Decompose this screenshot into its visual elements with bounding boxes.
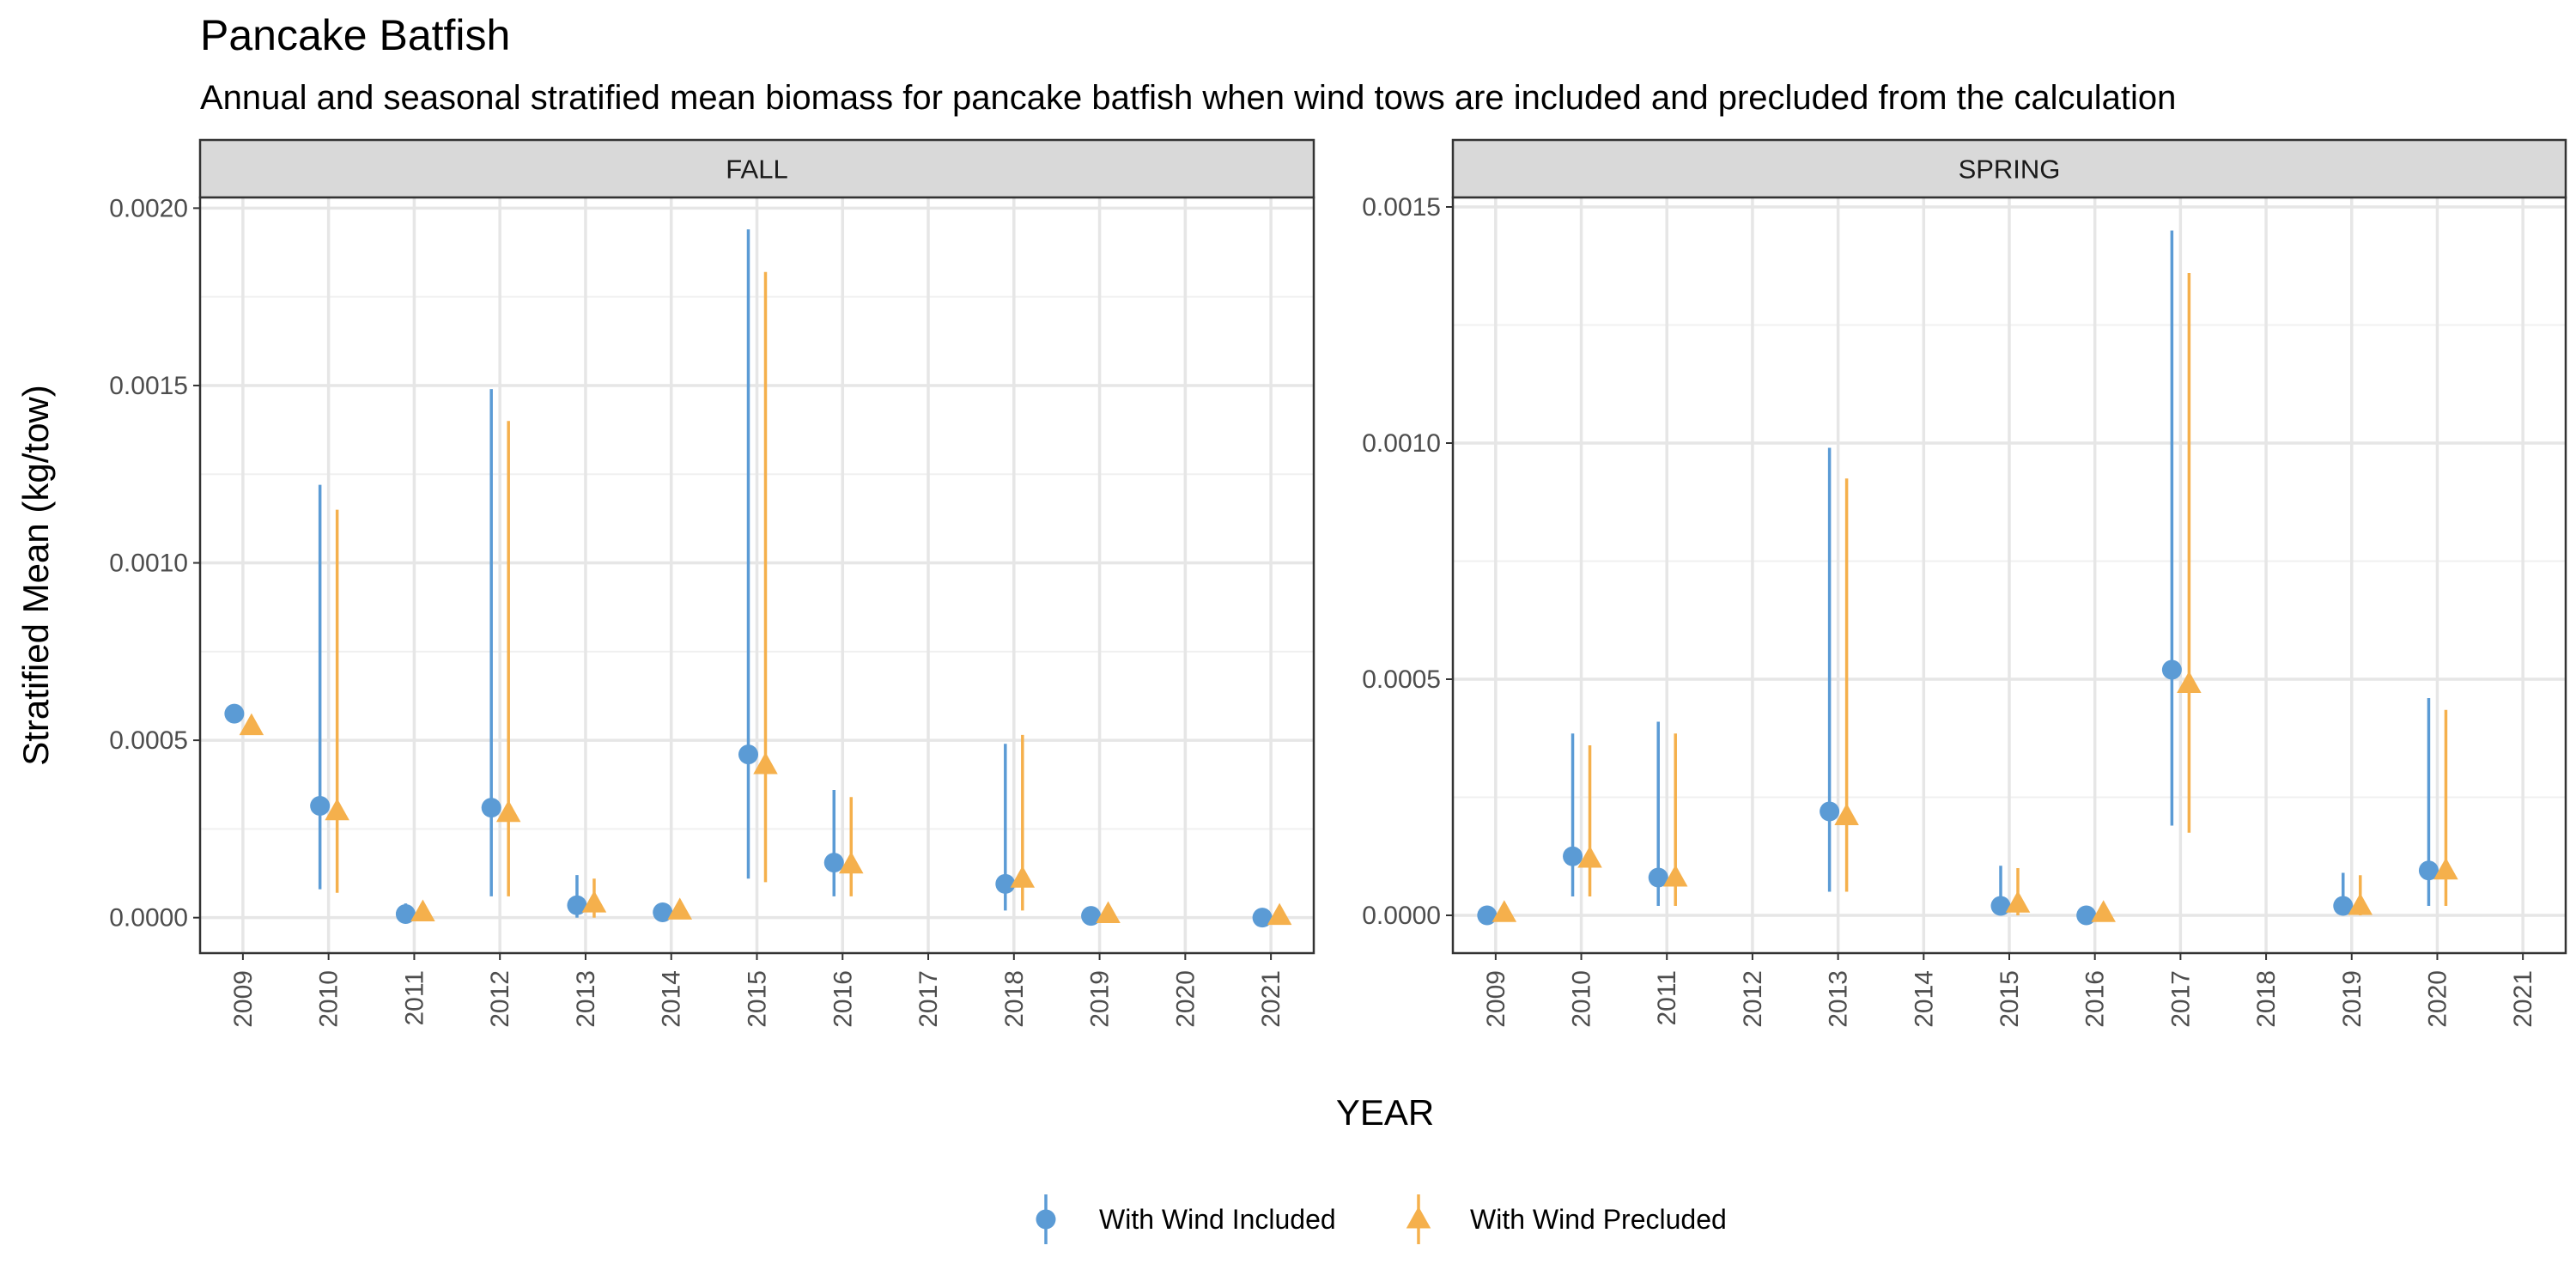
data-point-included [310,796,331,817]
x-tick-label: 2016 [2081,970,2110,1028]
x-tick-label: 2014 [658,970,686,1028]
x-tick-label: 2017 [914,970,943,1028]
data-point-included [1081,906,1102,927]
y-tick-label: 0.0010 [1362,429,1441,458]
x-tick-label: 2017 [2166,970,2195,1028]
y-tick-label: 0.0015 [1362,193,1441,222]
x-tick-label: 2016 [829,970,857,1028]
x-tick-label: 2018 [2252,970,2281,1028]
data-point-included [1820,801,1840,822]
data-point-precluded [2348,893,2373,915]
data-point-included [1990,896,2011,916]
data-point-included [738,744,758,765]
data-point-included [2076,905,2097,926]
chart-subtitle: Annual and seasonal stratified mean biom… [200,79,2176,117]
y-tick-label: 0.0000 [1362,902,1441,930]
data-point-precluded [410,899,435,921]
facet-strip [1451,138,2567,199]
plot-border [1451,196,2567,955]
legend-key-circle [1036,1209,1056,1230]
x-tick-label: 2018 [1000,970,1029,1028]
x-tick-label: 2015 [1996,970,2024,1028]
data-point-precluded [495,799,521,823]
data-point-precluded [1834,803,1859,825]
data-point-precluded [839,851,864,874]
x-tick-label: 2019 [2338,970,2366,1028]
data-point-included [995,873,1016,894]
facet-panels: FALL 0.0000 0.0005 0.0010 0.0015 0.0020 2009 20… [109,138,2567,1028]
plot-border [198,196,1315,955]
data-point-precluded [1577,846,1602,868]
facet-strip-label: FALL [726,155,787,185]
data-point-precluded [1662,865,1688,887]
data-point-precluded [1492,900,1517,922]
data-point-precluded [239,713,264,736]
facet-panel-spring: SPRING 0.0000 0.0005 0.0010 0.0015 2009 2010 20… [1362,138,2567,1028]
x-tick-label: 2011 [1653,970,1681,1026]
legend: With Wind Included With Wind Precluded [1036,1194,1727,1244]
data-point-precluded [1096,901,1121,924]
y-tick-label: 0.0020 [109,194,188,222]
x-tick-label: 2020 [1171,970,1200,1028]
data-point-included [823,853,844,873]
x-tick-label: 2012 [1739,970,1767,1028]
y-tick-label: 0.0005 [1362,665,1441,694]
data-point-included [1252,908,1273,928]
data-point-included [224,703,245,724]
x-tick-label: 2014 [1910,970,1938,1028]
data-point-precluded [1010,866,1036,888]
x-tick-label: 2021 [2509,970,2537,1028]
y-tick-label: 0.0005 [109,726,188,755]
data-point-included [395,904,416,925]
x-tick-label: 2021 [1257,970,1285,1028]
x-tick-label: 2011 [400,970,428,1026]
x-tick-label: 2009 [1482,970,1510,1028]
x-tick-label: 2009 [229,970,258,1028]
x-tick-label: 2015 [744,970,772,1028]
legend-key-triangle [1406,1206,1431,1229]
data-point-included [481,798,501,818]
y-axis-title: Stratified Mean (kg/tow) [15,385,56,766]
x-tick-label: 2012 [486,970,514,1028]
legend-label: With Wind Included [1099,1204,1336,1235]
facet-strip [198,138,1315,199]
facet-panel-fall: FALL 0.0000 0.0005 0.0010 0.0015 0.0020 2009 20… [109,138,1315,1028]
y-tick-label: 0.0010 [109,550,188,578]
facet-strip-label: SPRING [1959,155,2061,185]
data-point-precluded [753,752,778,775]
x-tick-label: 2013 [572,970,600,1028]
data-point-precluded [1267,902,1292,926]
x-tick-label: 2020 [2423,970,2451,1028]
data-point-included [567,895,587,915]
data-point-precluded [581,890,607,913]
x-tick-label: 2013 [1825,970,1853,1028]
data-point-included [2333,896,2354,916]
data-point-included [2161,659,2182,680]
chart-title: Pancake Batfish [200,11,510,59]
data-point-precluded [2005,890,2031,913]
data-point-included [653,902,673,922]
legend-item-precluded: With Wind Precluded [1406,1194,1727,1244]
data-point-included [2418,860,2439,881]
data-point-precluded [2177,671,2202,693]
data-point-precluded [667,897,692,920]
x-tick-label: 2010 [315,970,343,1028]
data-point-precluded [325,798,349,821]
x-axis-title: YEAR [1336,1092,1434,1133]
x-tick-label: 2010 [1568,970,1596,1028]
y-tick-label: 0.0000 [109,904,188,933]
data-point-included [1648,867,1668,888]
data-point-precluded [2091,900,2116,922]
data-point-included [1477,905,1498,926]
x-tick-label: 2019 [1086,970,1115,1028]
legend-item-included: With Wind Included [1036,1194,1336,1244]
y-tick-label: 0.0015 [109,372,188,400]
legend-label: With Wind Precluded [1470,1204,1727,1235]
data-point-precluded [2433,857,2458,880]
data-point-included [1563,846,1583,866]
